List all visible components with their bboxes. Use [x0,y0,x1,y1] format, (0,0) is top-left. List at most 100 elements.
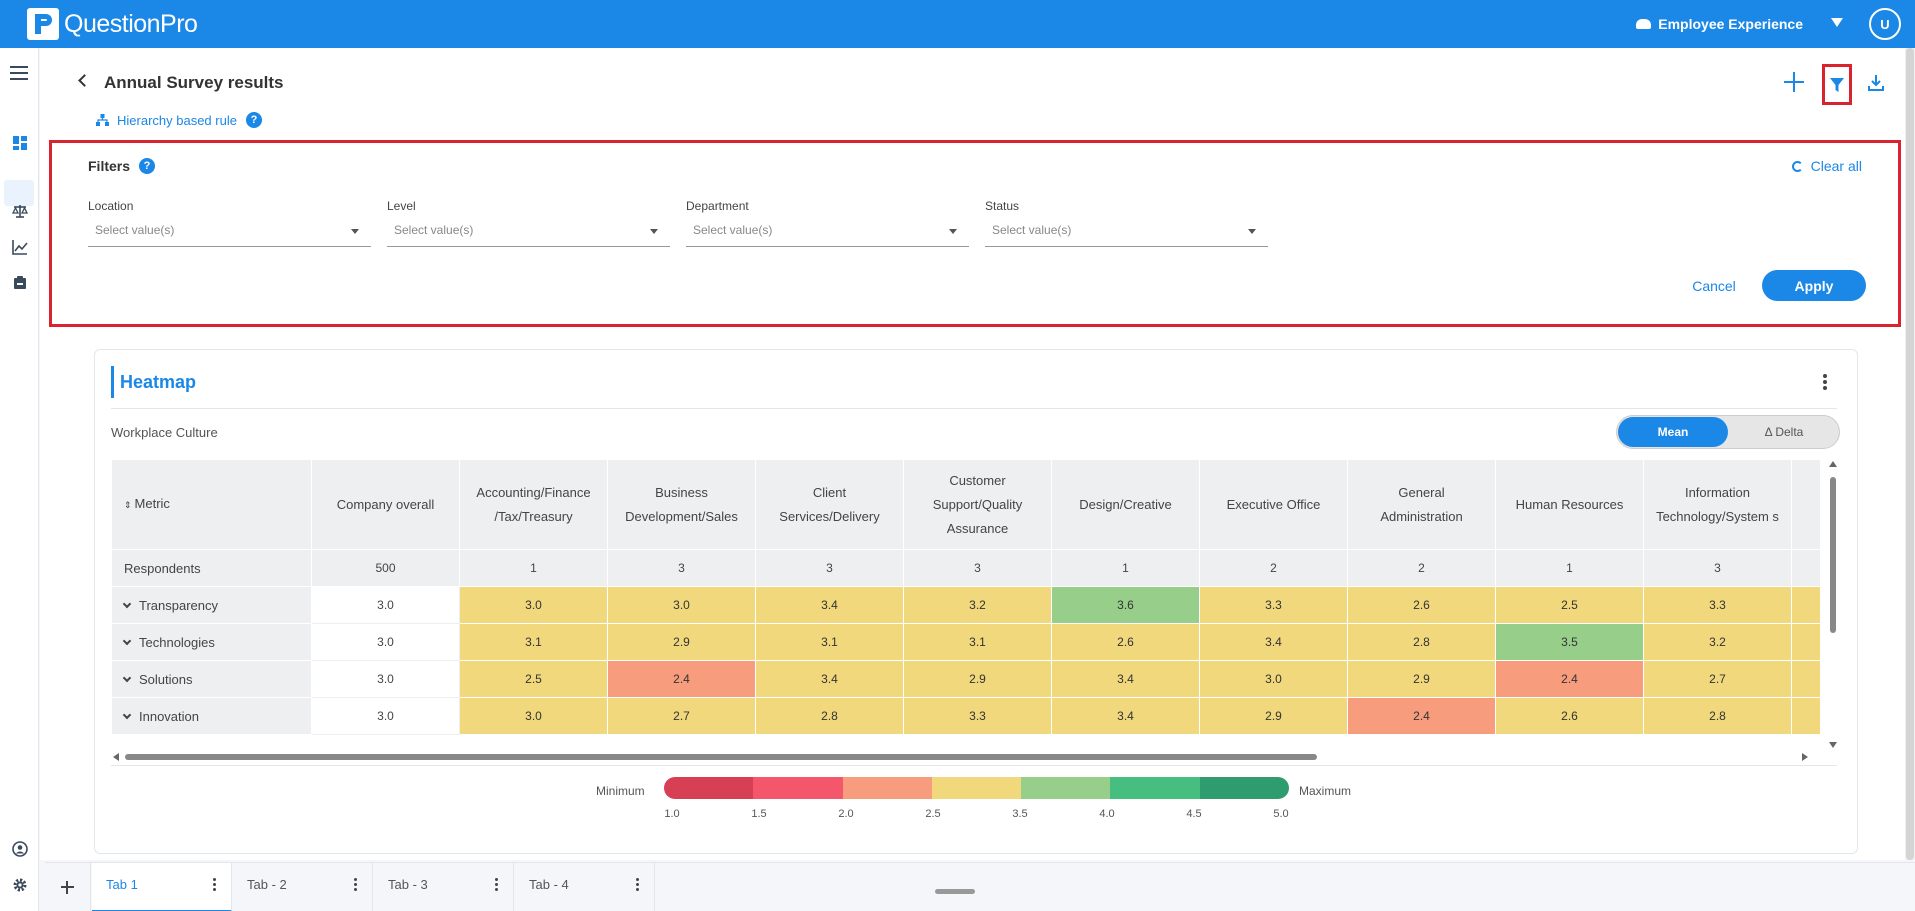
metric-row-label[interactable]: Solutions [111,660,312,698]
mean-toggle-option[interactable]: Mean [1618,417,1728,447]
heatmap-cell[interactable]: 2.5 [1495,586,1644,624]
scroll-right-icon[interactable] [1802,753,1808,761]
metric-column-header[interactable]: ⇕ Metric [111,459,312,550]
heatmap-cell[interactable]: 3.5 [1495,623,1644,661]
heatmap-table-viewport[interactable]: ⇕ Metric Company overall Accounting/Finance… [111,459,1820,750]
heatmap-cell[interactable]: 3.4 [755,586,904,624]
heatmap-cell[interactable]: 3.6 [1051,586,1200,624]
column-header: Information Technology/System s [1643,459,1792,550]
product-dropdown-icon[interactable] [1831,18,1843,27]
heatmap-cell[interactable]: 3.1 [903,623,1052,661]
heatmap-cell[interactable] [1791,623,1820,661]
heatmap-cell[interactable]: 2.9 [903,660,1052,698]
level-select[interactable]: Select value(s) [387,223,670,247]
tab-menu-icon[interactable] [213,878,217,893]
clear-all-button[interactable]: Clear all [1791,158,1862,174]
help-icon[interactable]: ? [245,112,262,128]
department-select[interactable]: Select value(s) [686,223,969,247]
trend-chart-icon[interactable] [12,239,28,255]
tab-menu-icon[interactable] [354,878,358,893]
page-scrollbar[interactable] [1905,48,1915,860]
heatmap-cell[interactable]: 3.0 [1199,660,1348,698]
scroll-thumb[interactable] [1830,477,1836,633]
heatmap-cell[interactable]: 3.4 [1199,623,1348,661]
heatmap-cell[interactable]: 2.4 [1347,697,1496,735]
scroll-left-icon[interactable] [113,753,119,761]
heatmap-cell[interactable]: 2.5 [459,660,608,698]
settings-icon[interactable] [12,877,28,893]
scroll-down-icon[interactable] [1829,742,1837,748]
heatmap-cell[interactable]: 2.6 [1347,586,1496,624]
hierarchy-rule-link[interactable]: Hierarchy based rule ? [96,112,262,128]
sort-icon[interactable]: ⇕ [124,500,132,510]
heatmap-cell[interactable] [1791,697,1820,735]
user-avatar[interactable]: U [1869,8,1901,40]
expand-icon[interactable] [122,636,132,645]
download-icon[interactable] [1868,74,1884,92]
heatmap-cell[interactable]: 3.3 [1643,586,1792,624]
heatmap-cell[interactable]: 2.4 [607,660,756,698]
filter-button[interactable] [1822,64,1852,105]
heatmap-cell[interactable]: 2.9 [1347,660,1496,698]
delta-toggle-option[interactable]: Δ Delta [1764,425,1804,439]
scroll-up-icon[interactable] [1829,461,1837,467]
add-tab-button[interactable] [45,863,91,911]
heatmap-cell[interactable]: 3.0 [459,586,608,624]
heatmap-cell[interactable] [1791,586,1820,624]
tab-1[interactable]: Tab 1 [92,863,232,911]
user-shield-icon[interactable] [12,841,28,857]
filters-help-icon[interactable]: ? [139,158,156,174]
tab-menu-icon[interactable] [495,878,499,893]
expand-icon[interactable] [122,599,132,608]
add-icon[interactable] [1784,72,1804,92]
heatmap-cell[interactable]: 3.2 [903,586,1052,624]
vertical-scrollbar[interactable] [1828,459,1838,750]
heatmap-cell[interactable]: 2.6 [1051,623,1200,661]
location-select[interactable]: Select value(s) [88,223,371,247]
heatmap-cell[interactable]: 3.3 [903,697,1052,735]
heatmap-cell[interactable]: 3.4 [1051,660,1200,698]
metric-row-label[interactable]: Innovation [111,697,312,735]
heatmap-cell[interactable]: 2.8 [755,697,904,735]
page-scroll-thumb[interactable] [1906,48,1914,860]
tab-4[interactable]: Tab - 4 [515,863,655,911]
menu-icon[interactable] [10,66,28,82]
heatmap-cell[interactable] [1791,660,1820,698]
expand-icon[interactable] [122,710,132,719]
tab-3[interactable]: Tab - 3 [374,863,514,911]
metric-row-label[interactable]: Technologies [111,623,312,661]
resize-handle[interactable] [935,889,975,894]
heatmap-cell[interactable]: 3.1 [459,623,608,661]
reports-icon[interactable] [12,275,28,291]
apply-button[interactable]: Apply [1762,270,1866,301]
status-select[interactable]: Select value(s) [985,223,1268,247]
scale-icon[interactable] [12,203,28,219]
more-options-icon[interactable] [1823,374,1827,392]
heatmap-cell[interactable]: 3.4 [1051,697,1200,735]
heatmap-cell[interactable]: 3.0 [459,697,608,735]
tab-menu-icon[interactable] [636,878,640,893]
heatmap-cell[interactable]: 3.4 [755,660,904,698]
metric-row-label[interactable]: Transparency [111,586,312,624]
heatmap-cell[interactable]: 2.9 [607,623,756,661]
heatmap-cell[interactable]: 2.9 [1199,697,1348,735]
app-logo[interactable]: QuestionPro [27,8,198,40]
heatmap-cell[interactable]: 3.1 [755,623,904,661]
metric-row: Technologies 3.0 3.1 2.9 3.1 3.1 2.6 3.4 2.8 3.5 3… [111,623,1820,661]
product-switcher[interactable]: Employee Experience [1636,0,1803,48]
expand-icon[interactable] [122,673,132,682]
heatmap-cell[interactable]: 3.0 [607,586,756,624]
heatmap-cell[interactable]: 2.8 [1643,697,1792,735]
cancel-button[interactable]: Cancel [1692,278,1736,294]
heatmap-cell[interactable]: 2.8 [1347,623,1496,661]
dashboard-icon[interactable] [12,135,28,151]
heatmap-cell[interactable]: 2.7 [607,697,756,735]
heatmap-cell[interactable]: 2.6 [1495,697,1644,735]
heatmap-cell[interactable]: 3.2 [1643,623,1792,661]
horizontal-scrollbar[interactable] [111,752,1820,762]
heatmap-cell[interactable]: 2.7 [1643,660,1792,698]
heatmap-cell[interactable]: 2.4 [1495,660,1644,698]
tab-2[interactable]: Tab - 2 [233,863,373,911]
heatmap-cell[interactable]: 3.3 [1199,586,1348,624]
scroll-thumb[interactable] [125,754,1317,760]
